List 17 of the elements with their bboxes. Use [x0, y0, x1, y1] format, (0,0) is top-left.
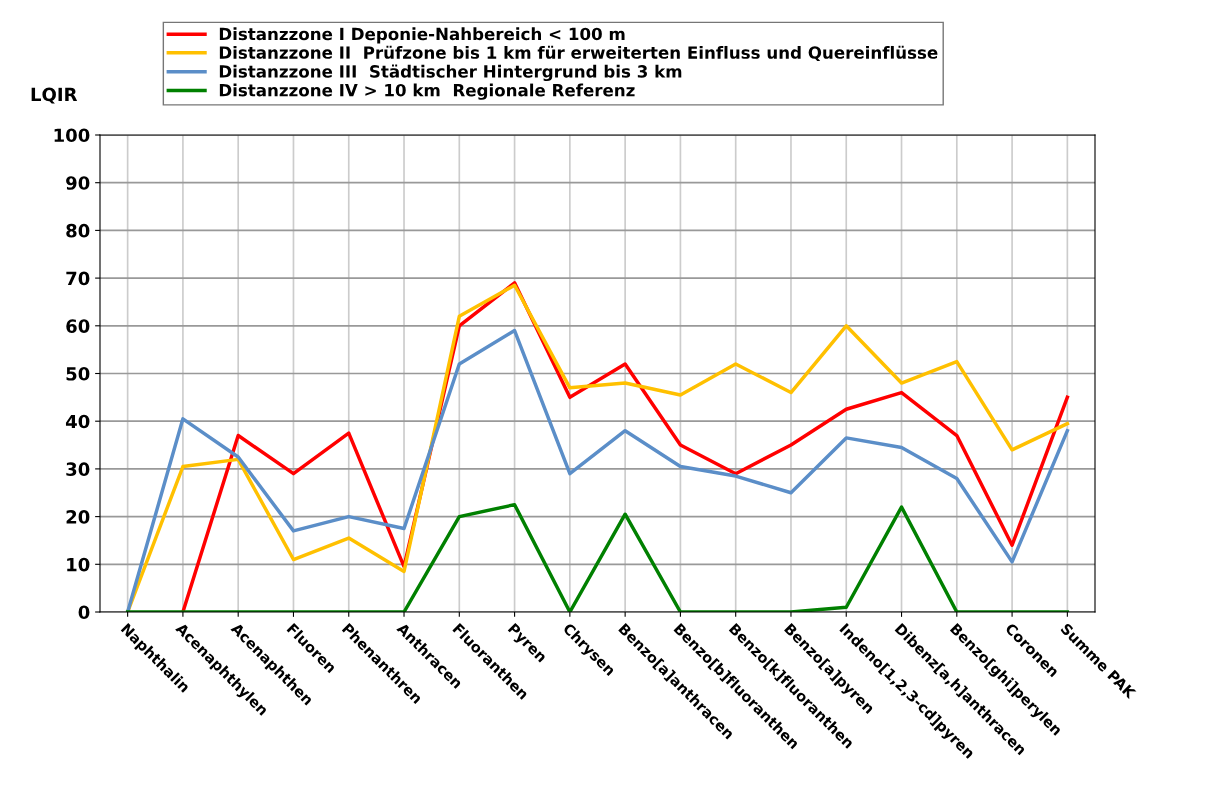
y-tick-label: 60 [66, 319, 90, 333]
legend-label: Distanzzone IV > 10 km Regionale Referenz [219, 83, 635, 100]
y-axis-title: LQIR [31, 87, 78, 104]
line-series [125, 502, 1070, 612]
y-tick-label: 40 [65, 414, 90, 429]
legend-label: Distanzzone III Städtischer Hintergrund bis 3 km [219, 64, 682, 82]
y-tick-label: 30 [66, 462, 90, 477]
y-tick-label: 0 [78, 605, 90, 620]
y-tick-label: 10 [67, 557, 90, 572]
legend-label: Distanzzone I Deponie-Nahbereich < 100 m [219, 27, 625, 44]
y-tick-label: 100 [54, 128, 90, 143]
y-tick-label: 70 [66, 271, 90, 286]
y-tick-label: 50 [66, 366, 90, 381]
y-tick-label: 20 [66, 510, 90, 524]
y-tick-label: 80 [66, 223, 90, 238]
legend-label: Distanzzone II Prüfzone bis 1 km für erweiterten Einfluss und Quereinflüsse [219, 45, 938, 62]
y-tick-label: 90 [66, 176, 90, 190]
